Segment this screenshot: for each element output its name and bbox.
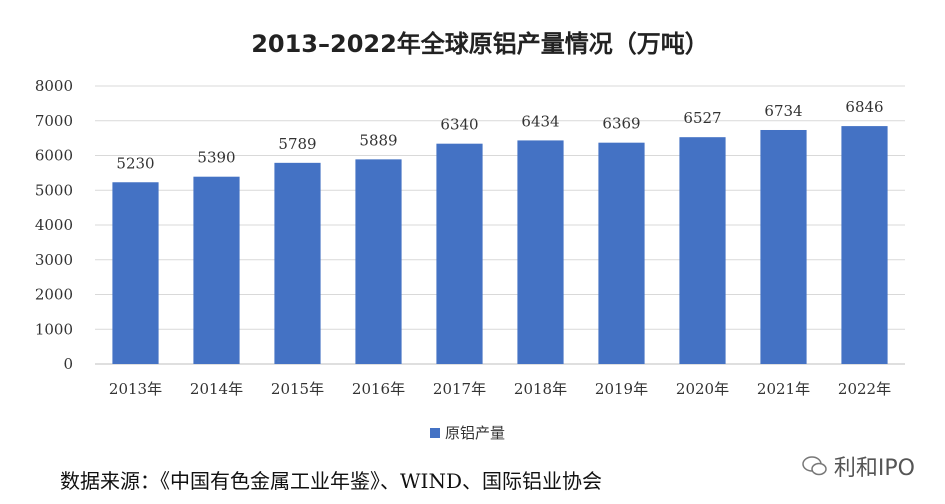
source-note: 数据来源：《中国有色金属工业年鉴》、WIND、国际铝业协会 — [60, 469, 602, 493]
x-tick-label: 2022年 — [838, 380, 891, 398]
x-tick-label: 2014年 — [190, 380, 243, 398]
chart-title: 2013–2022年全球原铝产量情况（万吨） — [251, 30, 709, 58]
data-label: 6369 — [602, 115, 640, 133]
x-axis: 2013年 2014年 2015年 2016年 2017年 2018年 2019年 2020年… — [109, 380, 891, 398]
data-label: 6734 — [764, 102, 802, 120]
bar — [355, 159, 402, 364]
x-tick-label: 2020年 — [676, 380, 729, 398]
bar — [679, 137, 726, 364]
bar — [436, 143, 483, 364]
y-tick-label: 1000 — [35, 320, 73, 338]
wechat-icon — [802, 456, 827, 476]
y-tick-label: 4000 — [35, 216, 73, 234]
data-label: 5889 — [359, 131, 397, 149]
data-label: 6340 — [440, 116, 478, 134]
data-label: 6846 — [845, 98, 883, 116]
data-label: 6527 — [683, 109, 721, 127]
bars: 5230 5390 5789 5889 6340 6434 6369 6527 6734 6846 — [112, 98, 888, 364]
y-tick-label: 0 — [63, 355, 73, 373]
data-label: 5230 — [116, 154, 154, 172]
bar — [274, 162, 321, 364]
bar — [193, 176, 240, 364]
y-tick-label: 5000 — [35, 181, 73, 199]
legend-label: 原铝产量 — [445, 424, 505, 442]
data-label: 5789 — [278, 135, 316, 153]
y-tick-label: 7000 — [35, 112, 73, 130]
x-tick-label: 2019年 — [595, 380, 648, 398]
data-label: 5390 — [197, 149, 235, 167]
y-tick-label: 8000 — [35, 77, 73, 95]
legend: 原铝产量 — [430, 424, 505, 442]
bar — [517, 140, 564, 364]
x-tick-label: 2017年 — [433, 380, 486, 398]
bar — [760, 129, 807, 364]
x-tick-label: 2021年 — [757, 380, 810, 398]
watermark: 利和IPO — [802, 450, 915, 482]
legend-swatch — [430, 428, 440, 438]
y-tick-label: 3000 — [35, 251, 73, 269]
bar — [112, 182, 159, 364]
bar — [841, 126, 888, 364]
y-tick-label: 6000 — [35, 147, 73, 165]
x-tick-label: 2015年 — [271, 380, 324, 398]
y-tick-label: 2000 — [35, 286, 73, 304]
y-axis: 0 1000 2000 3000 4000 5000 6000 7000 8000 — [35, 77, 73, 373]
x-tick-label: 2013年 — [109, 380, 162, 398]
watermark-text: 利和IPO — [833, 456, 915, 481]
bar — [598, 142, 645, 364]
x-tick-label: 2018年 — [514, 380, 567, 398]
data-label: 6434 — [521, 112, 559, 130]
x-tick-label: 2016年 — [352, 380, 405, 398]
